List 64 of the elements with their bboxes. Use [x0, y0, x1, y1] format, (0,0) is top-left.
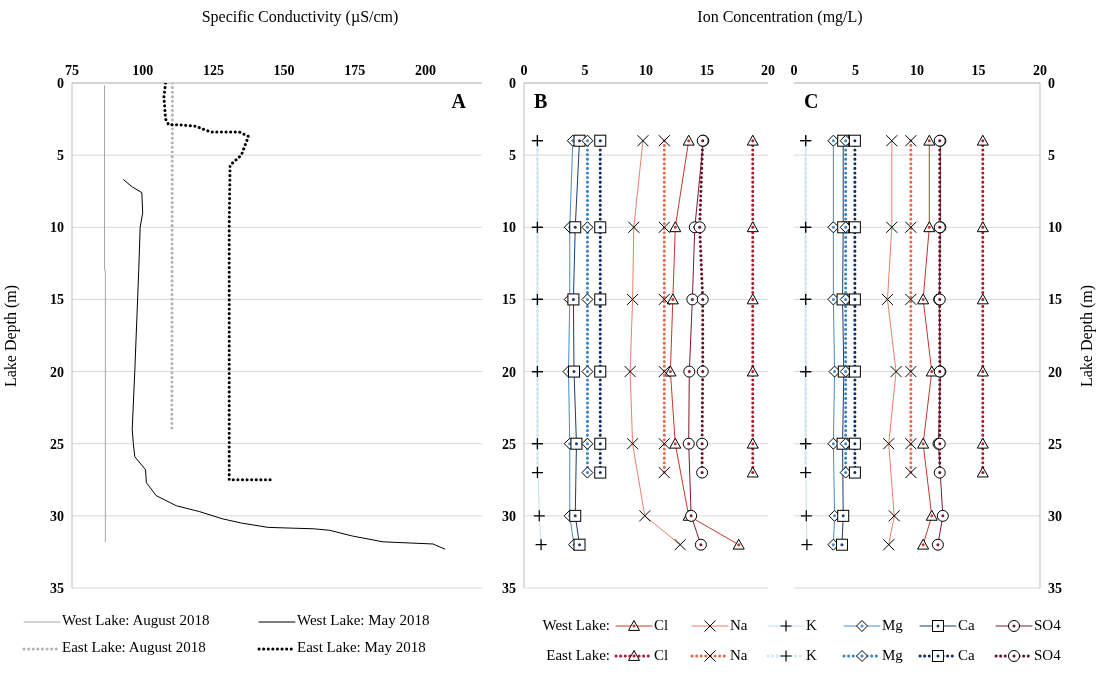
y-tick-label: 25	[1048, 436, 1062, 452]
x-axis-title: Ion Concentration (mg/L)	[696, 8, 864, 26]
y-tick-label: 35	[502, 580, 516, 596]
y-tick-label: 15	[50, 292, 64, 308]
y-tick-label: 25	[50, 436, 64, 452]
annotation: B	[534, 90, 548, 113]
text: East Lake:	[545, 646, 610, 664]
y-tick-label: 0	[1048, 75, 1055, 91]
x-tick-label: 0	[790, 63, 798, 78]
legend-label: K	[805, 646, 818, 664]
legend-label: West Lake: August 2018	[61, 612, 211, 629]
x-tick-label: 5	[852, 63, 859, 78]
x-tick-label: 200	[414, 63, 436, 78]
y-tick-label: 0	[509, 75, 516, 91]
legend-label: SO4	[1033, 616, 1062, 634]
y-tick-label: 0	[57, 75, 64, 91]
y-tick-label: 5	[509, 148, 516, 164]
legend-label: Na	[729, 646, 749, 664]
y-axis-title: Lake Depth (m)	[2, 284, 20, 388]
legend-label: Na	[729, 616, 749, 634]
legend-label: East Lake: May 2018	[296, 639, 427, 656]
y-tick-label: 5	[57, 148, 64, 164]
x-tick-label: 0	[520, 63, 528, 78]
legend-label: SO4	[1033, 646, 1062, 664]
x-tick-label: 125	[202, 63, 224, 78]
x-tick-label: 5	[581, 63, 589, 78]
legend-label: K	[805, 616, 818, 634]
legend-label: Ca	[957, 616, 976, 634]
x-tick-label: 150	[273, 63, 295, 78]
x-tick-label: 10	[639, 63, 653, 78]
text: West Lake:	[541, 616, 610, 634]
legend-label: Mg	[881, 646, 904, 664]
legend-label: West Lake: May 2018	[296, 612, 431, 629]
y-tick-label: 35	[50, 580, 64, 596]
legend-label: Cl	[653, 616, 670, 634]
y-tick-label: 10	[50, 220, 64, 236]
y-tick-label: 30	[502, 508, 516, 524]
legend-label: East Lake: August 2018	[61, 639, 207, 656]
y-tick-label: 20	[502, 364, 516, 380]
x-tick-label: 15	[971, 63, 986, 78]
y-tick-label: 20	[50, 364, 64, 380]
y-tick-label: 15	[1048, 292, 1062, 308]
y-tick-label: 20	[1048, 364, 1062, 380]
y-tick-label: 10	[1048, 220, 1062, 236]
y-tick-label: 15	[502, 292, 516, 308]
x-tick-label: 10	[910, 63, 924, 78]
x-tick-label: 20	[761, 63, 775, 78]
y-axis-title: Lake Depth (m)	[1078, 284, 1096, 388]
y-tick-label: 25	[502, 436, 516, 452]
x-tick-label: 175	[344, 63, 366, 78]
y-tick-label: 30	[1048, 508, 1062, 524]
x-axis-title: Specific Conductivity (µS/cm)	[200, 8, 400, 26]
y-tick-label: 35	[1048, 580, 1062, 596]
legend-label: Ca	[957, 646, 976, 664]
y-tick-label: 30	[50, 508, 64, 524]
annotation: A	[451, 90, 466, 113]
annotation: C	[804, 90, 819, 113]
x-tick-label: 75	[65, 63, 79, 78]
x-tick-label: 100	[132, 63, 154, 78]
x-tick-label: 15	[700, 63, 714, 78]
y-tick-label: 5	[1048, 148, 1055, 164]
legend-label: Cl	[653, 646, 670, 664]
legend-label: Mg	[881, 616, 904, 634]
y-tick-label: 10	[502, 220, 516, 236]
